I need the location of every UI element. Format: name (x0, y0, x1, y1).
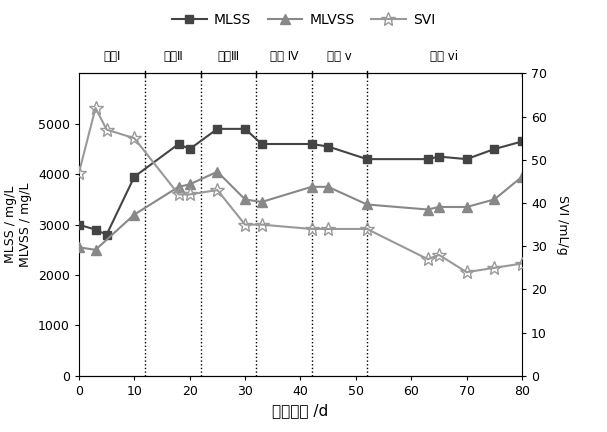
Text: 阶段 v: 阶段 v (327, 50, 351, 63)
MLSS (92, 227, 99, 232)
MLSS (131, 174, 138, 179)
MLSS (175, 141, 182, 146)
MLVSS (92, 247, 99, 252)
Line: SVI: SVI (72, 101, 529, 279)
MLVSS (325, 184, 332, 190)
MLVSS (242, 197, 249, 202)
MLSS (518, 139, 526, 144)
MLVSS (363, 202, 370, 207)
SVI (175, 192, 182, 197)
SVI (490, 265, 498, 270)
MLSS (463, 156, 470, 162)
MLSS (435, 154, 443, 159)
MLVSS (131, 212, 138, 217)
MLSS (424, 156, 432, 162)
SVI (214, 187, 221, 193)
X-axis label: 运行时间 /d: 运行时间 /d (273, 403, 328, 419)
MLVSS (75, 245, 83, 250)
MLVSS (463, 204, 470, 210)
MLVSS (424, 207, 432, 212)
MLVSS (186, 182, 193, 187)
MLSS (308, 141, 315, 146)
SVI (186, 192, 193, 197)
MLSS (363, 156, 370, 162)
SVI (308, 226, 315, 232)
SVI (424, 257, 432, 262)
MLVSS (258, 200, 265, 205)
SVI (92, 105, 99, 111)
MLSS (103, 232, 110, 237)
Text: 阶段Ⅱ: 阶段Ⅱ (163, 50, 183, 63)
SVI (131, 136, 138, 141)
SVI (463, 270, 470, 275)
MLVSS (214, 169, 221, 175)
MLSS (325, 144, 332, 149)
MLSS (258, 141, 265, 146)
SVI (518, 261, 526, 266)
MLVSS (308, 184, 315, 190)
Y-axis label: MLSS / mg/L
MLVSS / mg/L: MLSS / mg/L MLVSS / mg/L (4, 182, 32, 267)
SVI (242, 222, 249, 227)
MLVSS (175, 184, 182, 190)
SVI (435, 252, 443, 257)
SVI (325, 226, 332, 232)
MLVSS (518, 174, 526, 179)
MLSS (242, 126, 249, 131)
MLSS (186, 146, 193, 152)
Y-axis label: SVI /mL/g: SVI /mL/g (556, 195, 569, 254)
Line: MLVSS: MLVSS (74, 167, 527, 255)
Text: 阶段 vi: 阶段 vi (430, 50, 458, 63)
MLVSS (435, 204, 443, 210)
SVI (363, 226, 370, 232)
MLSS (214, 126, 221, 131)
Text: 阶段Ⅰ: 阶段Ⅰ (103, 50, 121, 63)
Legend: MLSS, MLVSS, SVI: MLSS, MLVSS, SVI (166, 7, 441, 32)
SVI (258, 222, 265, 227)
MLVSS (490, 197, 498, 202)
MLSS (75, 222, 83, 227)
Text: 阶段 Ⅳ: 阶段 Ⅳ (270, 50, 298, 63)
SVI (103, 127, 110, 132)
MLSS (490, 146, 498, 152)
Line: MLSS: MLSS (75, 125, 526, 239)
SVI (75, 170, 83, 175)
Text: 阶段Ⅲ: 阶段Ⅲ (217, 50, 240, 63)
